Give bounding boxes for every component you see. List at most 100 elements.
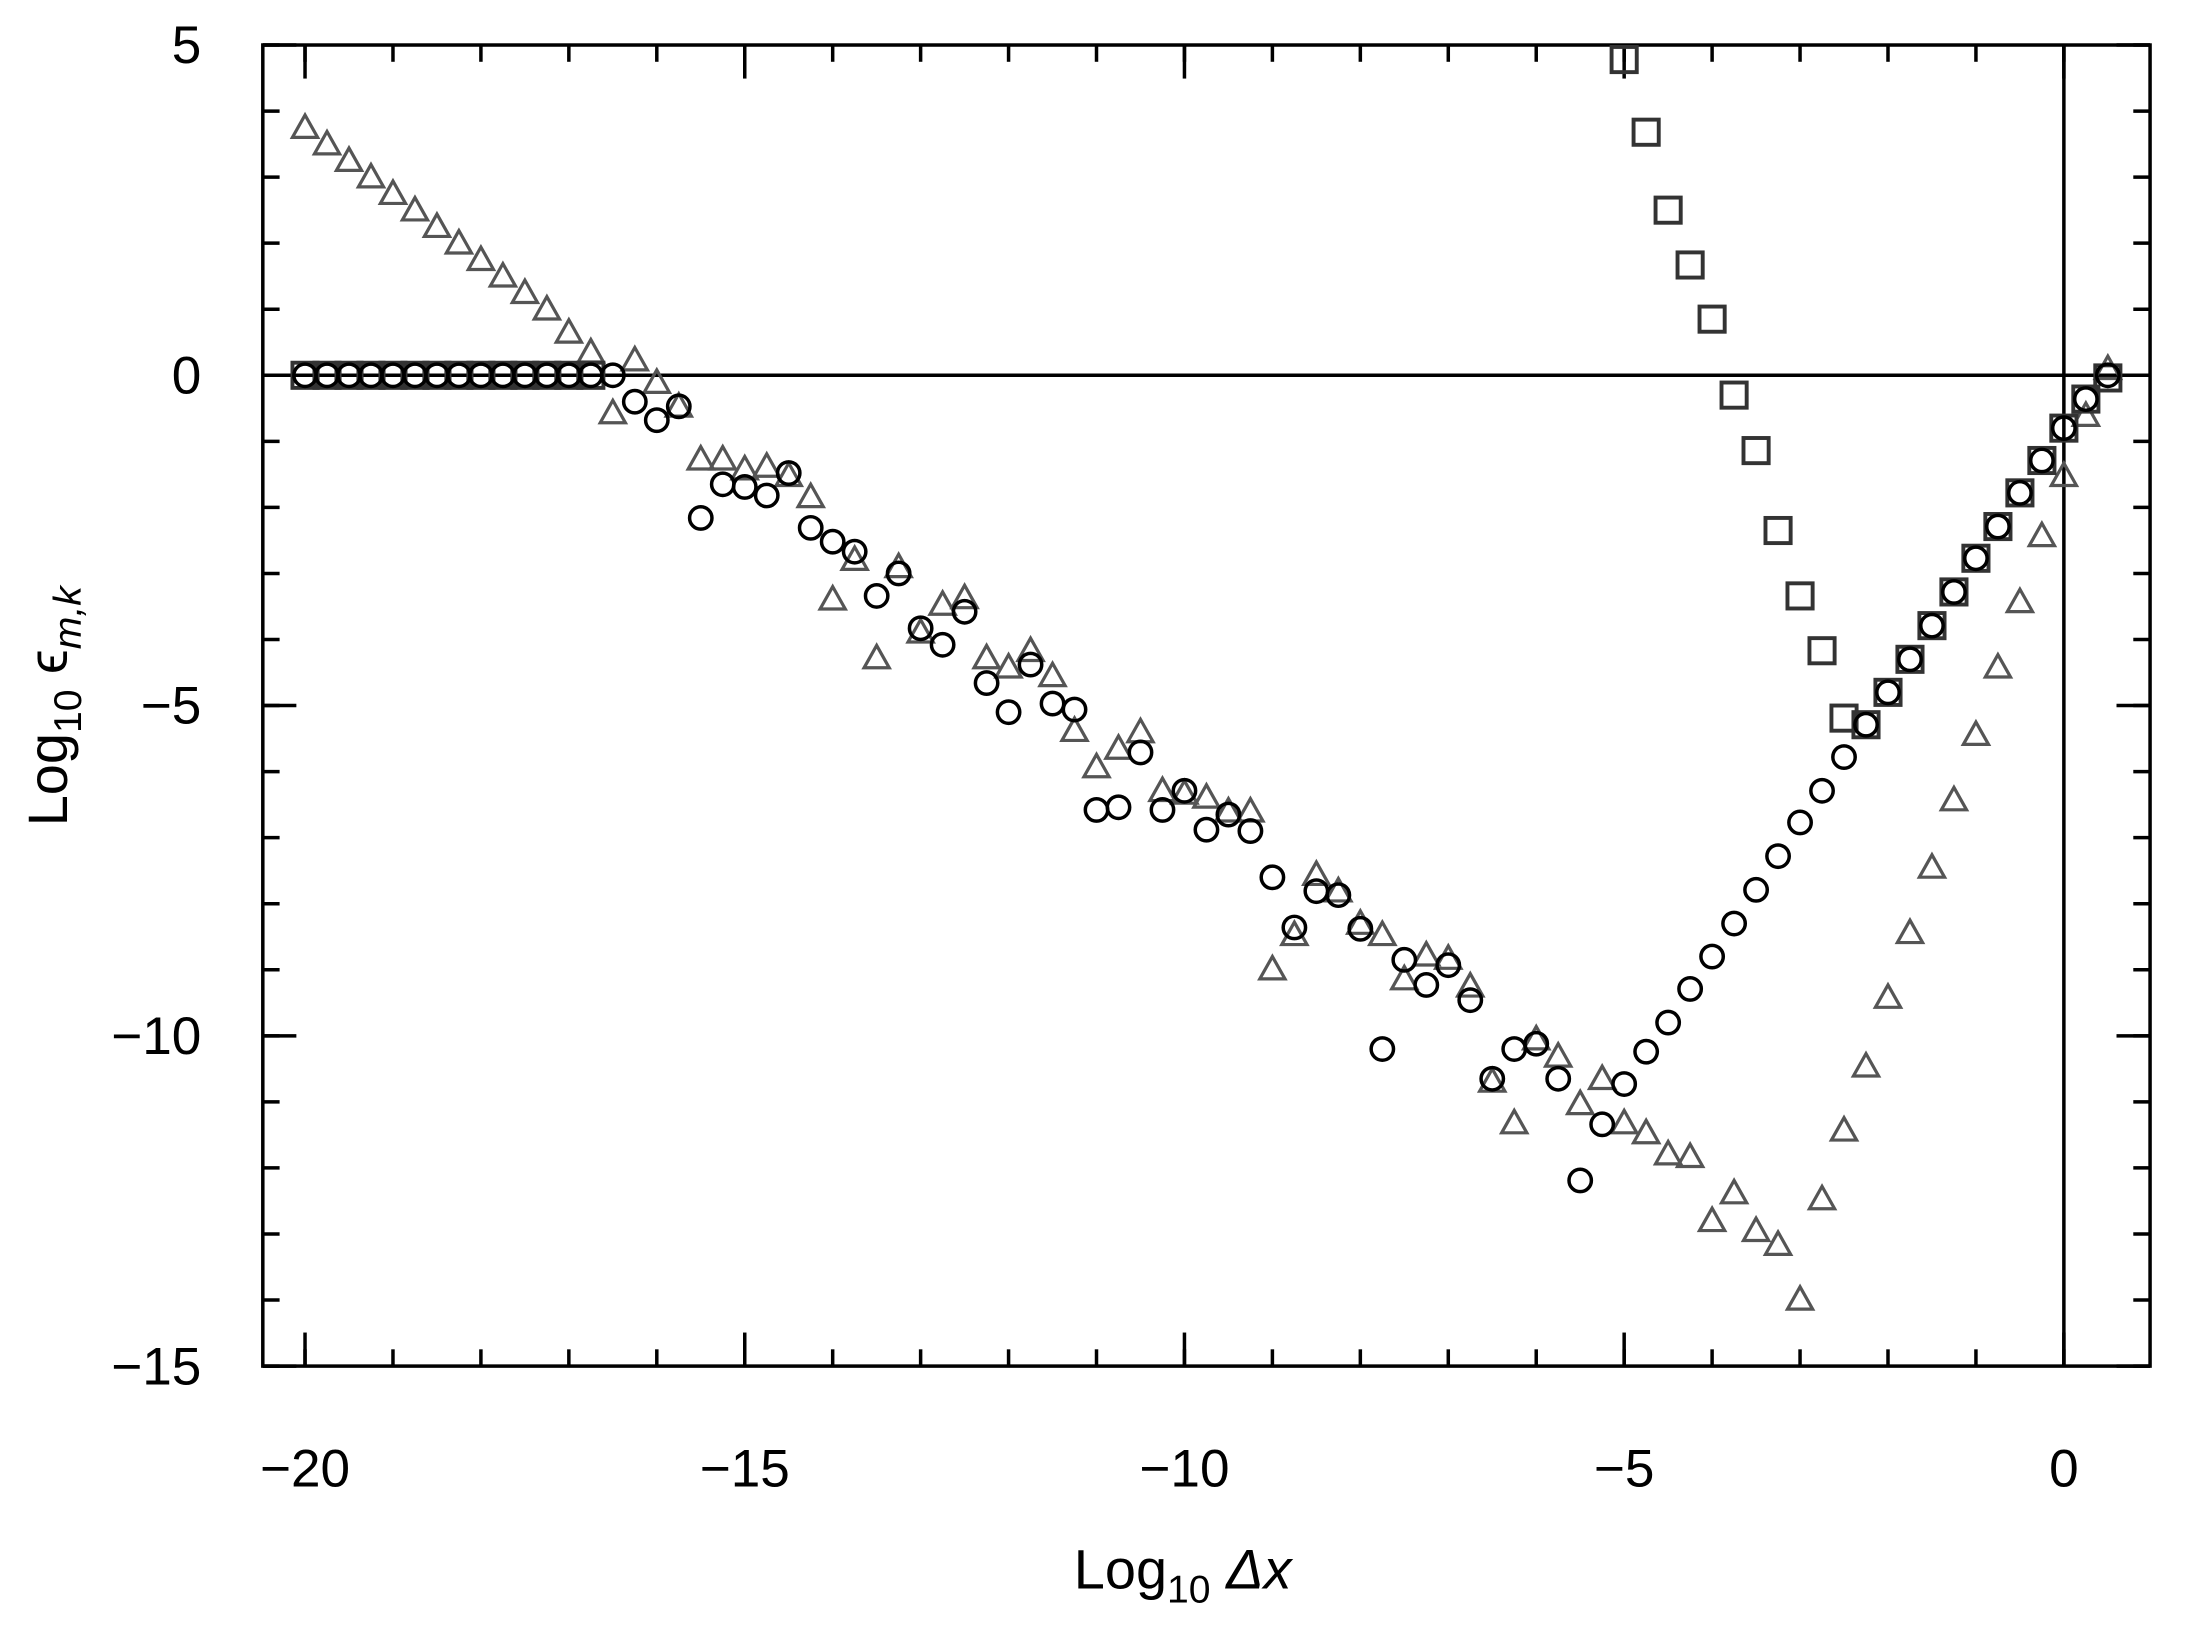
circle-marker	[753, 482, 780, 509]
circle-marker	[841, 538, 868, 565]
square-marker	[1807, 636, 1837, 666]
triangle-marker	[1938, 784, 1970, 812]
x-tick-label: −5	[1594, 1439, 1655, 1498]
y-label-sub: 10	[47, 689, 90, 733]
circle-marker	[1633, 1038, 1660, 1065]
circle-marker	[1589, 1111, 1616, 1138]
triangle-marker	[1037, 659, 1068, 688]
triangle-marker	[971, 642, 1002, 670]
y-label-part: Log	[16, 733, 79, 826]
square-marker	[1697, 304, 1727, 334]
circle-marker	[709, 471, 736, 498]
circle-marker	[1545, 1065, 1572, 1092]
plot-frame	[261, 43, 2152, 1368]
circle-marker	[907, 615, 934, 642]
y-tick-label: 5	[172, 16, 202, 75]
triangle-marker	[619, 344, 651, 372]
triangle-marker	[1850, 1050, 1882, 1078]
y-label-part: ϵ	[16, 649, 79, 689]
triangle-marker	[927, 588, 958, 616]
triangle-marker	[597, 397, 629, 425]
circle-marker	[1699, 943, 1726, 970]
circle-marker	[2006, 479, 2033, 506]
circle-marker	[863, 582, 890, 609]
circle-marker	[1413, 972, 1440, 998]
square-marker	[1675, 250, 1705, 280]
circle-marker	[1787, 809, 1813, 836]
circle-marker	[665, 393, 692, 420]
triangle-marker	[1762, 1228, 1794, 1256]
triangle-marker	[1718, 1177, 1750, 1205]
triangle-marker	[1147, 774, 1178, 803]
x-label-part: Log	[1074, 1537, 1167, 1600]
triangle-marker	[553, 316, 585, 344]
triangle-marker	[1960, 718, 1992, 747]
triangle-marker	[1696, 1204, 1728, 1233]
circle-marker	[1677, 975, 1704, 1002]
triangle-marker	[1345, 907, 1376, 935]
triangle-marker	[685, 443, 717, 471]
triangle-marker	[377, 177, 409, 206]
triangle-marker	[333, 144, 365, 173]
x-tick-label: 0	[2049, 1439, 2079, 1498]
y-tick-label: −15	[111, 1337, 201, 1396]
circle-marker	[1479, 1065, 1506, 1092]
triangle-marker	[1872, 981, 1904, 1009]
triangle-marker	[817, 583, 849, 611]
circle-marker	[929, 631, 956, 658]
triangle-marker	[421, 210, 453, 239]
triangle-marker	[1213, 795, 1244, 823]
triangle-marker	[1366, 918, 1398, 947]
circle-marker	[797, 514, 824, 541]
y-label-sub: m,k	[47, 584, 90, 649]
triangle-marker	[905, 616, 936, 644]
circle-marker	[1611, 1071, 1638, 1097]
circle-marker	[1457, 987, 1484, 1014]
circle-marker	[1149, 796, 1176, 823]
triangle-marker	[1784, 1283, 1816, 1311]
circle-marker	[1567, 1167, 1594, 1194]
circle-marker	[1765, 843, 1791, 870]
circle-marker	[1105, 794, 1132, 821]
circle-marker	[2094, 362, 2121, 389]
triangle-marker	[1388, 963, 1420, 991]
square-marker	[1609, 45, 1639, 75]
triangle-marker	[1454, 970, 1486, 998]
circle-marker	[951, 598, 978, 625]
triangle-marker	[2070, 399, 2102, 427]
x-label-part: Δx	[1211, 1537, 1294, 1600]
circle-marker	[1171, 777, 1198, 804]
triangle-marker	[1015, 634, 1046, 663]
x-tick-label: −20	[260, 1439, 350, 1498]
triangle-marker	[751, 450, 783, 478]
triangle-marker	[443, 227, 475, 255]
triangle-marker	[1103, 732, 1134, 760]
triangle-marker	[1257, 953, 1288, 981]
square-marker	[1653, 195, 1683, 225]
triangle-marker	[399, 194, 431, 222]
circle-marker	[1435, 952, 1462, 979]
circle-marker	[995, 699, 1022, 726]
triangle-marker	[729, 453, 761, 481]
circle-marker	[1743, 876, 1770, 903]
x-label-sub: 10	[1167, 1568, 1211, 1611]
triangle-marker	[949, 582, 980, 610]
circle-marker	[1897, 646, 1923, 673]
y-tick-label: 0	[172, 346, 202, 405]
circle-marker	[2028, 447, 2055, 474]
circle-marker	[1984, 513, 2011, 540]
circle-marker	[1875, 679, 1901, 706]
triangle-marker	[795, 480, 827, 509]
triangle-marker	[1081, 751, 1112, 779]
triangle-marker	[1982, 651, 2014, 679]
circle-marker	[643, 407, 670, 434]
circle-marker	[1369, 1036, 1396, 1062]
x-tick-label: −10	[1139, 1439, 1229, 1498]
circle-marker	[1941, 579, 1967, 605]
circle-marker	[1193, 816, 1220, 843]
triangle-marker	[2026, 519, 2058, 548]
square-marker	[1785, 581, 1815, 611]
triangle-marker	[1894, 916, 1926, 945]
circle-marker	[1655, 1009, 1682, 1036]
